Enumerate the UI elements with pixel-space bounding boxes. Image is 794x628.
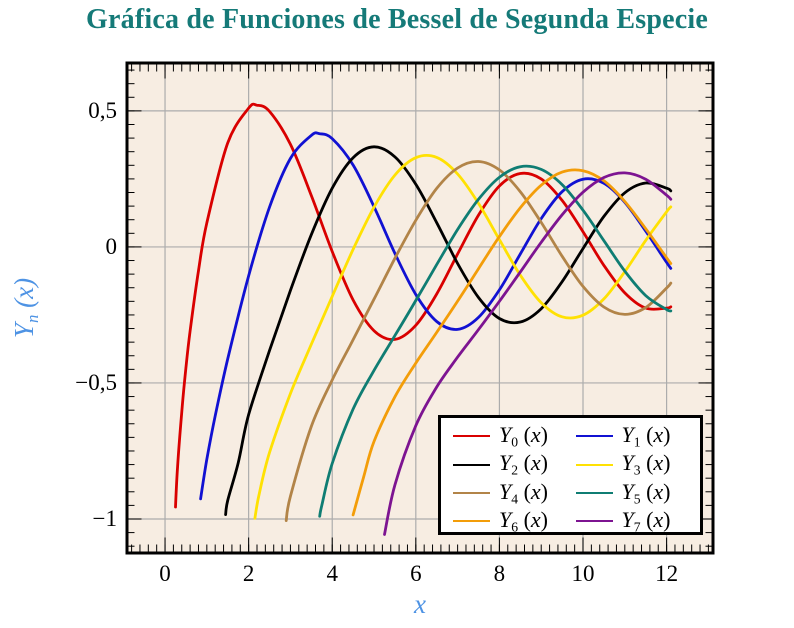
legend-label: Y1 (x)	[621, 422, 671, 450]
legend-swatch	[453, 435, 490, 438]
legend-entry-Y7: Y7 (x)	[575, 507, 689, 535]
legend-swatch	[575, 463, 613, 466]
legend-label: Y7 (x)	[621, 507, 671, 535]
legend: Y0 (x) Y1 (x) Y2 (x) Y3 (x) Y4 (x) Y5 (x) Y6 (…	[438, 415, 703, 535]
x-tick-label: 12	[655, 561, 679, 586]
x-tick-label: 0	[159, 561, 171, 586]
y-tick-label: −0,5	[75, 369, 117, 395]
curve-Y5(x)	[318, 164, 673, 518]
x-tick-label: 10	[571, 561, 595, 586]
legend-entry-Y0: Y0 (x)	[453, 422, 566, 450]
y-axis-label: Yn (x)	[8, 277, 43, 339]
legend-swatch	[453, 491, 490, 494]
curve-Y2(x)	[224, 145, 673, 516]
y-tick-label: 0,5	[88, 97, 117, 123]
plot-frame	[125, 61, 715, 555]
x-tick-label: 2	[242, 561, 255, 586]
legend-label: Y2 (x)	[499, 450, 548, 478]
legend-entry-Y5: Y5 (x)	[575, 478, 689, 507]
x-axis-label: x	[414, 589, 426, 619]
curve-Y7(x)	[383, 171, 673, 536]
x-tick-label: 6	[410, 561, 422, 586]
legend-label: Y0 (x)	[499, 422, 548, 450]
legend-swatch	[575, 435, 613, 438]
legend-entry-Y2: Y2 (x)	[453, 450, 566, 478]
legend-entry-Y4: Y4 (x)	[453, 479, 566, 507]
curve-Y3(x)	[253, 154, 673, 520]
x-tick-label: 8	[493, 561, 506, 586]
legend-swatch	[453, 463, 490, 466]
legend-label: Y5 (x)	[621, 478, 671, 507]
legend-entry-Y3: Y3 (x)	[575, 450, 689, 478]
legend-entry-Y6: Y6 (x)	[453, 507, 566, 535]
curves	[174, 102, 673, 536]
legend-swatch	[575, 491, 613, 494]
chart-title: Gráfica de Funciones de Bessel de Segund…	[86, 4, 708, 35]
legend-label: Y4 (x)	[499, 478, 548, 507]
curve-Y0(x)	[174, 102, 673, 509]
y-tick-label: −1	[92, 505, 117, 531]
curve-Y4(x)	[284, 160, 673, 522]
legend-swatch	[453, 520, 490, 523]
legend-label: Y6 (x)	[499, 507, 548, 535]
curve-Y6(x)	[351, 168, 673, 517]
legend-entry-Y1: Y1 (x)	[575, 422, 689, 450]
legend-label: Y3 (x)	[621, 450, 671, 478]
legend-swatch	[575, 520, 613, 523]
y-tick-label: 0	[105, 233, 118, 259]
x-tick-label: 4	[326, 561, 338, 586]
